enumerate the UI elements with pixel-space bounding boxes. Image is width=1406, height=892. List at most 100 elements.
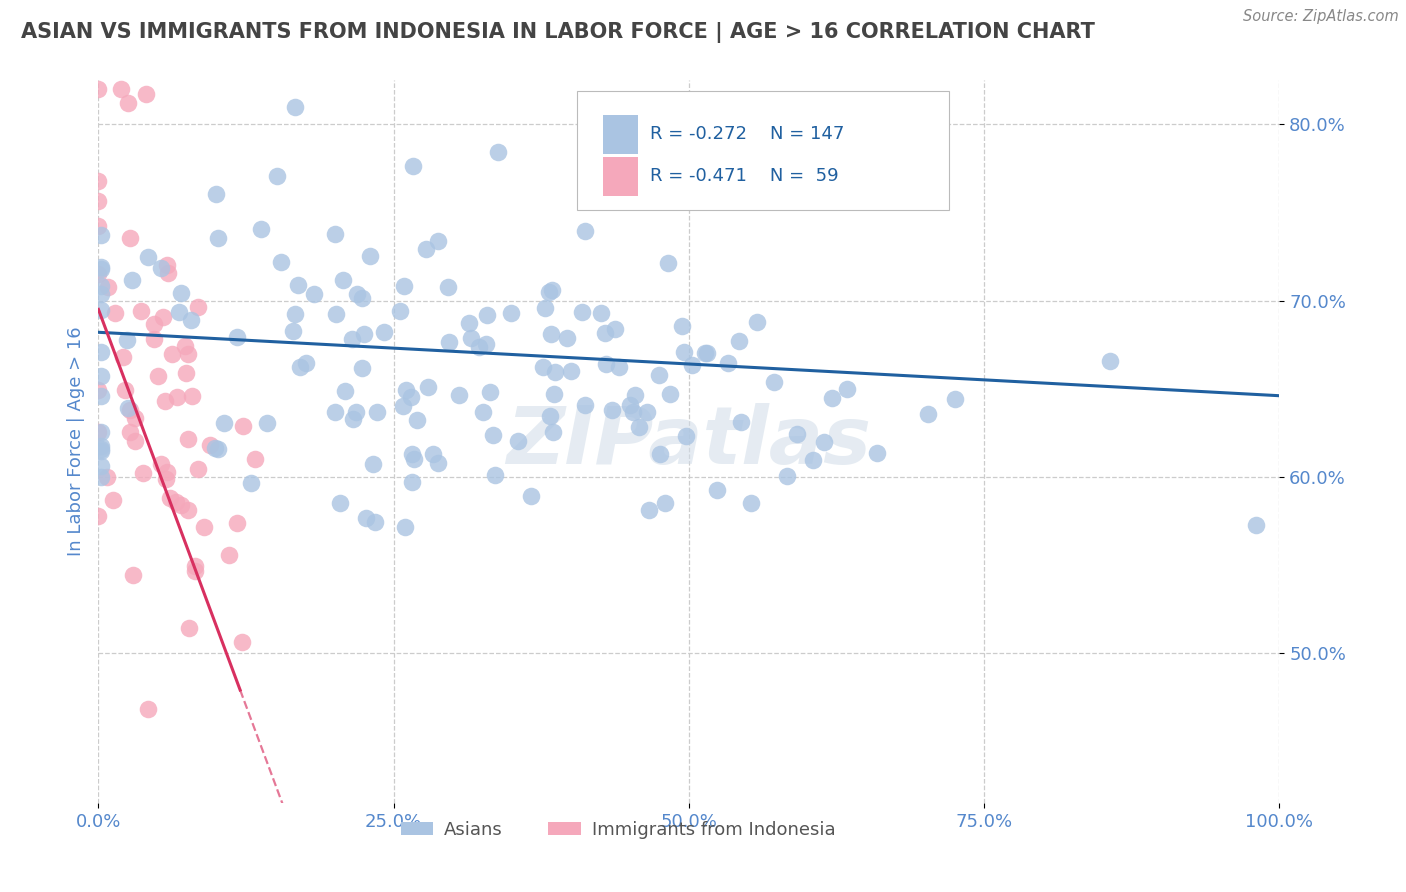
Point	[96, 469, 118, 483]
Point	[813, 434, 835, 449]
Point	[650, 447, 672, 461]
Point	[373, 325, 395, 339]
Point	[87, 383, 110, 397]
Point	[571, 305, 593, 319]
Point	[706, 483, 728, 498]
Point	[120, 425, 142, 440]
Point	[132, 466, 155, 480]
Point	[256, 416, 278, 430]
Point	[87, 509, 110, 524]
Point	[232, 419, 254, 434]
Point	[184, 564, 207, 578]
Point	[388, 304, 411, 318]
Point	[156, 266, 179, 280]
Point	[427, 457, 450, 471]
Point	[763, 375, 786, 389]
Point	[745, 315, 768, 329]
FancyBboxPatch shape	[603, 114, 638, 154]
Point	[120, 231, 142, 245]
Point	[541, 425, 564, 439]
Point	[90, 260, 112, 274]
Y-axis label: In Labor Force | Age > 16: In Labor Force | Age > 16	[66, 326, 84, 557]
Point	[533, 359, 555, 374]
Point	[167, 305, 190, 319]
Point	[401, 475, 423, 489]
Point	[218, 549, 240, 563]
Point	[657, 255, 679, 269]
Point	[193, 520, 215, 534]
Point	[87, 219, 110, 234]
Point	[114, 383, 136, 397]
Point	[486, 145, 509, 160]
Point	[478, 384, 501, 399]
Point	[543, 386, 565, 401]
Point	[648, 368, 671, 383]
Point	[155, 472, 177, 486]
Point	[681, 358, 703, 372]
Point	[90, 389, 112, 403]
Point	[636, 405, 658, 419]
Point	[399, 390, 422, 404]
Point	[427, 234, 450, 248]
Point	[187, 462, 209, 476]
Point	[323, 227, 346, 241]
Point	[170, 285, 193, 300]
Point	[90, 368, 112, 383]
Point	[87, 174, 110, 188]
Point	[776, 468, 799, 483]
Point	[460, 331, 482, 345]
Point	[866, 446, 889, 460]
Point	[110, 82, 132, 96]
Point	[101, 493, 124, 508]
Point	[143, 318, 166, 332]
Point	[150, 260, 173, 275]
Point	[90, 345, 112, 359]
Point	[288, 360, 311, 375]
Point	[574, 224, 596, 238]
Point	[475, 308, 498, 322]
Point	[239, 475, 262, 490]
Point	[183, 559, 205, 574]
Point	[226, 329, 249, 343]
Point	[540, 283, 562, 297]
Point	[340, 333, 363, 347]
Point	[136, 702, 159, 716]
Point	[90, 444, 112, 458]
Point	[284, 307, 307, 321]
Text: Source: ZipAtlas.com: Source: ZipAtlas.com	[1243, 9, 1399, 24]
Point	[354, 510, 377, 524]
Text: R = -0.272    N = 147: R = -0.272 N = 147	[650, 126, 845, 144]
Point	[90, 442, 112, 457]
Point	[675, 429, 697, 443]
Point	[1244, 518, 1267, 533]
Point	[727, 334, 749, 349]
Point	[593, 326, 616, 341]
Point	[468, 340, 491, 354]
Point	[174, 366, 197, 380]
Point	[177, 503, 200, 517]
Point	[394, 520, 416, 534]
Point	[437, 334, 460, 349]
Point	[538, 409, 561, 423]
Point	[560, 364, 582, 378]
Point	[129, 304, 152, 318]
Point	[717, 356, 740, 370]
Point	[180, 312, 202, 326]
Point	[90, 287, 112, 301]
Point	[148, 368, 170, 383]
Point	[508, 434, 530, 448]
Point	[124, 411, 146, 425]
Point	[159, 491, 181, 505]
Point	[537, 285, 560, 299]
Point	[392, 399, 415, 413]
Point	[449, 387, 471, 401]
Point	[181, 389, 204, 403]
Point	[621, 405, 644, 419]
Point	[329, 496, 352, 510]
Point	[628, 420, 651, 434]
Text: ZIPatlas: ZIPatlas	[506, 402, 872, 481]
Point	[574, 398, 596, 412]
Point	[325, 307, 347, 321]
Point	[166, 391, 188, 405]
Point	[160, 347, 183, 361]
